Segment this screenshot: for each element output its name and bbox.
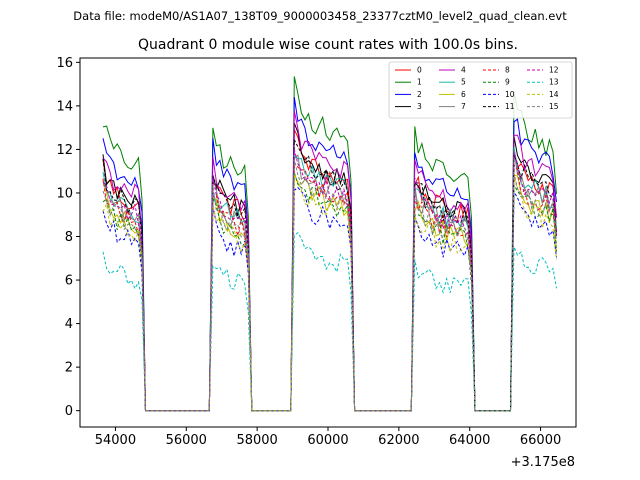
series-line-1 (102, 76, 557, 412)
series-line-9 (102, 172, 557, 412)
x-tick-label: 64000 (449, 433, 490, 448)
legend-label: 11 (505, 102, 515, 111)
y-tick-label: 6 (65, 274, 73, 289)
chart-title: Quadrant 0 module wise count rates with … (138, 37, 518, 53)
series-line-0 (102, 129, 557, 412)
legend-frame (388, 61, 573, 119)
legend-label: 6 (461, 90, 466, 99)
y-tick-label: 2 (65, 361, 73, 376)
legend-label: 1 (417, 78, 422, 87)
y-tick-label: 8 (65, 230, 73, 245)
series-line-13 (102, 231, 557, 412)
legend-label: 10 (505, 90, 515, 99)
series-line-5 (102, 147, 557, 412)
y-tick-label: 16 (56, 56, 73, 71)
legend-label: 14 (549, 90, 559, 99)
x-tick-label: 66000 (520, 433, 561, 448)
series-line-12 (102, 149, 557, 412)
legend-label: 8 (505, 66, 510, 75)
legend-label: 15 (549, 102, 559, 111)
legend-label: 7 (461, 102, 466, 111)
legend-label: 13 (549, 78, 559, 87)
x-axis: 54000 56000 58000 60000 62000 64000 66000 (95, 427, 561, 448)
x-tick-label: 60000 (307, 433, 348, 448)
chart-suptitle: Data file: modeM0/AS1A07_138T09_90000034… (73, 9, 567, 23)
legend-label: 0 (417, 66, 422, 75)
legend-label: 12 (549, 66, 559, 75)
series-line-2 (102, 97, 557, 412)
y-tick-label: 10 (56, 186, 73, 201)
y-tick-label: 14 (56, 99, 73, 114)
series-line-11 (102, 139, 557, 412)
legend-label: 9 (505, 78, 510, 87)
series-line-6 (102, 173, 557, 412)
legend-label: 5 (461, 78, 466, 87)
y-axis: 0 2 4 6 8 10 12 14 16 (56, 56, 80, 419)
x-tick-label: 62000 (378, 433, 419, 448)
legend-label: 2 (417, 90, 422, 99)
series-line-14 (102, 173, 557, 412)
x-tick-label: 58000 (236, 433, 277, 448)
series-line-4 (102, 110, 557, 412)
x-axis-offset-label: +3.175e8 (511, 455, 575, 470)
legend-label: 3 (417, 102, 422, 111)
y-tick-label: 4 (65, 317, 73, 332)
legend-label: 4 (461, 66, 466, 75)
series-layer (102, 76, 557, 412)
series-line-15 (102, 159, 557, 412)
series-line-7 (102, 150, 557, 412)
x-tick-label: 56000 (166, 433, 207, 448)
y-tick-label: 0 (65, 404, 73, 419)
y-tick-label: 12 (56, 143, 73, 158)
x-tick-label: 54000 (95, 433, 136, 448)
series-line-10 (102, 186, 557, 412)
